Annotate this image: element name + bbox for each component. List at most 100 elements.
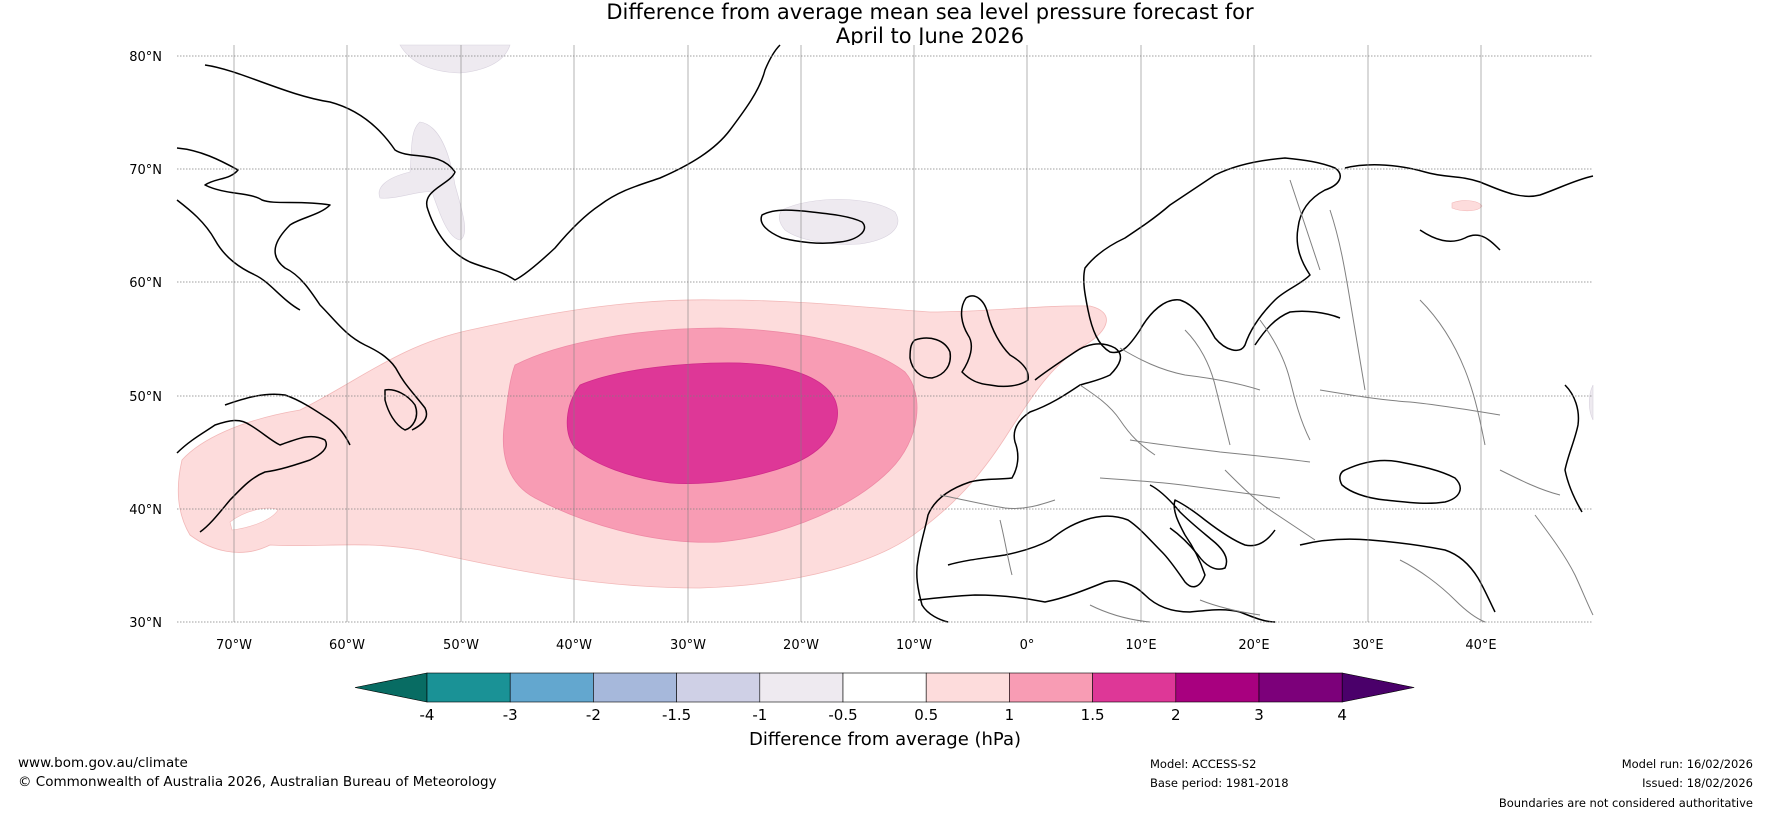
map-plot-area — [176, 44, 1594, 623]
footer-model: Model: ACCESS-S2 — [1150, 757, 1257, 771]
colorbar-title: Difference from average (hPa) — [749, 729, 1021, 750]
border — [999, 519, 1013, 576]
border — [1089, 604, 1151, 623]
white-sea-coast — [1419, 229, 1501, 251]
border — [1119, 347, 1261, 391]
turkey-coast — [1299, 538, 1496, 613]
colorbar-swatch — [509, 672, 594, 703]
border — [1199, 599, 1261, 616]
latitude-labels: 80°N 70°N 60°N 50°N 40°N 30°N — [129, 50, 162, 631]
colorbar: -4 -3 -2 -1.5 -1 -0.5 0.5 1 1.5 2 3 4 Difference fr… — [354, 672, 1415, 750]
colorbar-tick-label: -4 — [420, 706, 435, 724]
colorbar-swatch — [593, 672, 677, 703]
anomaly-0.5-small-region — [1451, 200, 1483, 212]
lon-label-40e: 40°E — [1465, 638, 1496, 653]
meridians — [233, 45, 1482, 622]
colorbar-tick-label: 3 — [1254, 706, 1264, 724]
border — [1419, 299, 1486, 446]
canada-labrador-coast — [176, 199, 301, 311]
border — [1129, 439, 1311, 463]
colorbar-swatch — [759, 672, 844, 703]
anomaly-hole — [229, 507, 279, 531]
black-sea-coast — [1339, 459, 1461, 504]
footer-website: www.bom.gov.au/climate — [18, 755, 188, 771]
colorbar-swatch — [1175, 672, 1260, 703]
lon-label-50w: 50°W — [443, 638, 479, 653]
colorbar-arrow-high — [1341, 672, 1415, 703]
border — [939, 494, 1056, 509]
border — [1399, 559, 1486, 623]
colorbar-tick-label: -1 — [752, 706, 767, 724]
lon-label-70w: 70°W — [216, 638, 252, 653]
anomaly-1.5-to-2-region — [566, 362, 838, 485]
lat-label-30n: 30°N — [129, 616, 162, 631]
russia-arctic-coast — [1344, 164, 1594, 198]
anomaly-minus-0.5-region — [399, 44, 511, 74]
lon-label-20e: 20°E — [1238, 638, 1269, 653]
border — [1289, 179, 1321, 271]
caspian-coast — [1564, 384, 1583, 513]
colorbar-tick-label: 4 — [1337, 706, 1347, 724]
title-line-2: April to June 2026 — [835, 24, 1025, 48]
colorbar-swatch — [1258, 672, 1343, 703]
colorbar-tick-label: 2 — [1171, 706, 1181, 724]
colorbar-swatch — [676, 672, 761, 703]
us-east-coast — [176, 419, 327, 533]
border — [1319, 389, 1501, 416]
border — [1224, 469, 1271, 511]
colorbar-swatch — [1009, 672, 1093, 703]
border — [1099, 477, 1281, 499]
scandinavia-coast — [1083, 157, 1341, 354]
lat-label-60n: 60°N — [129, 276, 162, 291]
map-title: Difference from average mean sea level p… — [0, 0, 1770, 48]
colorbar-tick-label: -2 — [586, 706, 601, 724]
colorbar-swatches — [354, 672, 1415, 703]
longitude-labels: 70°W 60°W 50°W 40°W 30°W 20°W 10°W 0° 10… — [216, 638, 1497, 653]
border — [1534, 514, 1594, 616]
lon-label-10w: 10°W — [896, 638, 932, 653]
mediterranean-north-coast — [947, 499, 1276, 588]
footer-disclaimer: Boundaries are not considered authoritat… — [1498, 796, 1753, 810]
lat-label-70n: 70°N — [129, 163, 162, 178]
footer-copyright: © Commonwealth of Australia 2026, Austra… — [18, 774, 497, 790]
lat-label-80n: 80°N — [129, 50, 162, 65]
lon-label-10e: 10°E — [1125, 638, 1156, 653]
newfoundland-coast — [384, 388, 418, 431]
colorbar-labels: -4 -3 -2 -1.5 -1 -0.5 0.5 1 1.5 2 3 4 — [420, 706, 1347, 724]
border — [1329, 209, 1366, 391]
country-borders — [939, 179, 1594, 623]
lat-label-40n: 40°N — [129, 503, 162, 518]
border — [1499, 469, 1561, 496]
gridlines — [177, 55, 1593, 623]
border — [1259, 319, 1311, 441]
colorbar-swatch — [1092, 672, 1177, 703]
anomaly-minus-0.5-region — [779, 199, 899, 245]
colorbar-swatch — [842, 672, 927, 703]
iceland-coast — [760, 209, 866, 244]
colorbar-arrow-low — [354, 672, 428, 703]
great-britain-coast — [960, 295, 1030, 388]
colorbar-tick-label: -0.5 — [828, 706, 857, 724]
colorbar-tick-label: 1.5 — [1081, 706, 1105, 724]
finland-coast — [1254, 310, 1341, 346]
colorbar-swatch — [925, 672, 1010, 703]
border — [1079, 384, 1156, 456]
colorbar-tick-label: -3 — [503, 706, 518, 724]
ireland-coast — [909, 337, 952, 379]
colorbar-tick-label: 0.5 — [914, 706, 938, 724]
lon-label-30w: 30°W — [670, 638, 706, 653]
border — [1184, 329, 1231, 446]
footer-model-run: Model run: 16/02/2026 — [1621, 757, 1753, 771]
anomaly-minus-0.5-region — [1588, 384, 1594, 421]
lon-label-30e: 30°E — [1352, 638, 1383, 653]
lon-label-20w: 20°W — [783, 638, 819, 653]
lon-label-60w: 60°W — [329, 638, 365, 653]
lat-label-50n: 50°N — [129, 390, 162, 405]
lon-label-40w: 40°W — [556, 638, 592, 653]
footer-issued: Issued: 18/02/2026 — [1642, 776, 1753, 790]
greenland-coast — [204, 44, 781, 281]
colorbar-swatch — [426, 672, 511, 703]
footer-base-period: Base period: 1981-2018 — [1150, 776, 1289, 790]
canada-arctic-coast — [176, 147, 428, 431]
